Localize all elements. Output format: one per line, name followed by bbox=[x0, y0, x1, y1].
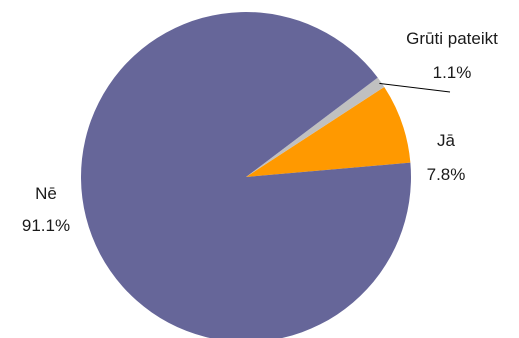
pie-slice-1 bbox=[246, 77, 385, 177]
leader-line-gruti-pateikt bbox=[379, 82, 451, 93]
slice-label-2: Nē bbox=[35, 184, 57, 203]
pie-slice-0 bbox=[246, 86, 411, 177]
pie-slice-2 bbox=[81, 12, 411, 338]
slice-label-1: Grūti pateikt bbox=[406, 29, 498, 48]
slice-value-label-0: 7.8% bbox=[427, 165, 466, 184]
data-labels: Jā 7.8% Grūti pateikt 1.1% Nē 91.1% bbox=[22, 29, 498, 235]
slice-value-label-1: 1.1% bbox=[433, 63, 472, 82]
slice-value-label-2: 91.1% bbox=[22, 216, 70, 235]
slice-label-0: Jā bbox=[437, 131, 456, 150]
pie-slices bbox=[81, 12, 411, 338]
